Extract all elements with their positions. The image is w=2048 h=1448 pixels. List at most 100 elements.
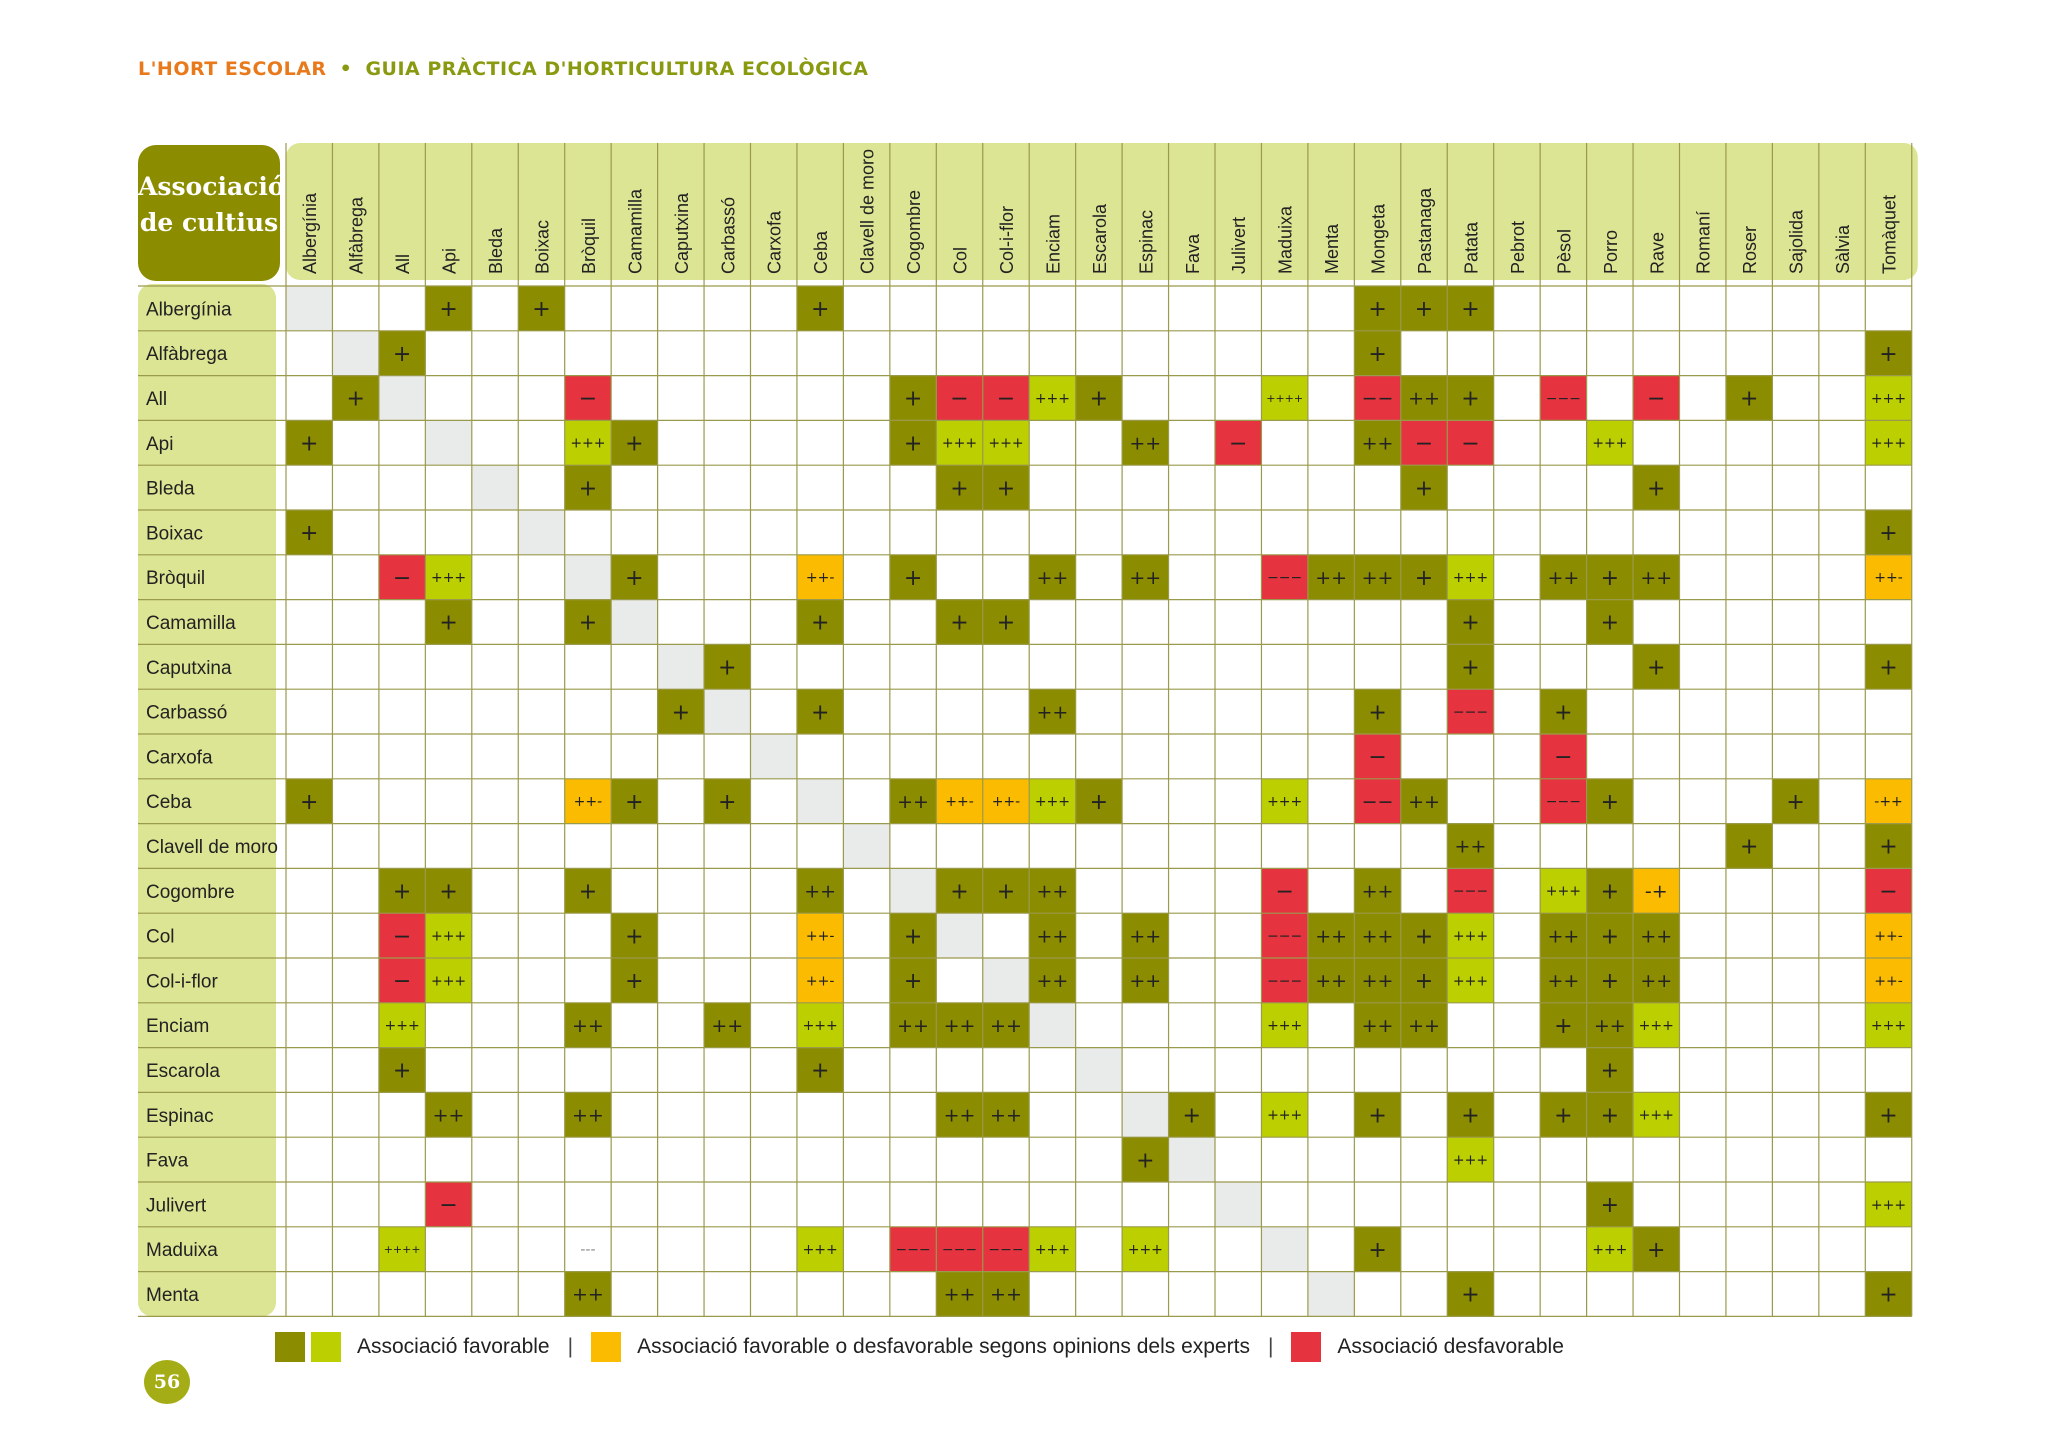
diagonal-cell: [518, 510, 565, 555]
association-symbol: +: [1554, 1104, 1572, 1129]
column-header: Rave: [1647, 232, 1667, 274]
column-header: Camamilla: [625, 188, 645, 274]
association-cell: [936, 465, 983, 510]
association-cell: [1586, 554, 1634, 600]
association-cell: [1354, 689, 1401, 734]
association-cell: [889, 1002, 937, 1048]
association-symbol: −−−: [942, 1242, 977, 1258]
association-cell: [1307, 554, 1355, 600]
association-symbol: +++: [988, 436, 1023, 452]
column-header: Maduixa: [1276, 205, 1296, 274]
association-cell: [564, 1002, 612, 1048]
association-cell: [1122, 913, 1169, 958]
association-cell: [1586, 1182, 1634, 1227]
association-symbol: +: [1740, 387, 1758, 412]
association-cell: [1447, 1092, 1494, 1138]
association-symbol: +++: [1639, 1018, 1674, 1034]
association-symbol: +: [811, 700, 829, 725]
association-cell: [1633, 1226, 1680, 1272]
association-cell: [1586, 599, 1634, 645]
column-header: Enciam: [1043, 214, 1063, 274]
column-header: Carbassó: [718, 197, 738, 274]
column-header: All: [393, 254, 413, 274]
association-cell: [796, 599, 844, 645]
association-symbol: +: [439, 611, 457, 636]
association-cell: [796, 689, 844, 734]
association-symbol: +: [625, 924, 643, 949]
association-symbol: ++: [1129, 970, 1161, 992]
association-cell: [1354, 778, 1401, 824]
association-symbol: −−−: [1267, 973, 1302, 989]
association-symbol: −: [1554, 745, 1572, 770]
association-symbol: +: [625, 432, 643, 457]
association-symbol: −: [439, 1193, 457, 1218]
diagonal-cell: [1261, 1226, 1308, 1272]
row-label: Cogombre: [146, 882, 235, 903]
association-cell: [425, 286, 472, 331]
association-cell: [1354, 1226, 1401, 1272]
association-symbol: +: [1368, 1238, 1386, 1263]
association-cell: [425, 1182, 472, 1227]
legend-swatch-yellow: [591, 1332, 622, 1362]
association-cell: [425, 958, 472, 1003]
association-cell: [1865, 1092, 1912, 1138]
legend-divider: |: [1267, 1335, 1274, 1358]
association-symbol: +++: [1639, 1108, 1674, 1124]
association-cell: [1261, 868, 1308, 914]
association-symbol: +: [1879, 1104, 1897, 1129]
association-cell: [611, 778, 658, 824]
association-symbol: +: [997, 880, 1015, 905]
association-cell: [1122, 958, 1169, 1003]
association-cell: [1354, 286, 1401, 331]
association-cell: [1865, 644, 1912, 690]
association-symbol: −: [1229, 432, 1247, 457]
diagonal-cell: [750, 734, 797, 779]
association-symbol: ++: [1037, 701, 1069, 723]
page-header: L'HORT ESCOLAR • GUIA PRÀCTICA D'HORTICU…: [138, 58, 868, 80]
association-cell: [1865, 868, 1912, 914]
association-cell: [1122, 1226, 1169, 1272]
association-cell: [889, 913, 937, 958]
association-cell: [1447, 823, 1494, 869]
association-cell: [1029, 778, 1076, 824]
association-symbol: +: [904, 969, 922, 994]
association-cell: [564, 778, 612, 824]
association-cell: [1586, 868, 1634, 914]
association-cell: [564, 1271, 612, 1317]
association-symbol: ++-: [1874, 973, 1903, 989]
association-cell: [796, 958, 844, 1003]
association-cell: [657, 689, 705, 734]
association-symbol: ++: [1408, 388, 1440, 410]
association-cell: [936, 1271, 983, 1317]
association-symbol: +: [811, 1059, 829, 1084]
association-cell: [982, 778, 1030, 824]
association-cell: [332, 375, 379, 421]
association-cell: [378, 913, 426, 958]
association-cell: [1400, 913, 1448, 958]
association-symbol: +: [1879, 521, 1897, 546]
association-symbol: +++: [942, 436, 977, 452]
association-cell: [564, 1092, 612, 1138]
association-cell: [1633, 465, 1680, 510]
association-cell: [611, 958, 658, 1003]
association-cell: [936, 1226, 983, 1272]
column-header: Cogombre: [904, 190, 924, 274]
association-symbol: +: [997, 611, 1015, 636]
association-cell: [1447, 913, 1494, 958]
association-symbol: ++: [572, 1284, 604, 1306]
association-symbol: ++-: [806, 570, 835, 586]
association-cell: [1354, 420, 1401, 466]
association-symbol: +: [1647, 1238, 1665, 1263]
association-symbol: +: [579, 611, 597, 636]
association-cell: [1772, 778, 1819, 824]
diagonal-cell: [1029, 1002, 1076, 1048]
association-symbol: +: [1461, 656, 1479, 681]
association-symbol: +: [579, 880, 597, 905]
association-cell: [936, 778, 983, 824]
column-header: Pebrot: [1508, 221, 1528, 274]
diagonal-cell: [611, 599, 658, 645]
association-cell: [1633, 554, 1680, 600]
association-cell: [1400, 554, 1448, 600]
association-symbol: +: [1601, 924, 1619, 949]
association-symbol: ++-: [1874, 929, 1903, 945]
